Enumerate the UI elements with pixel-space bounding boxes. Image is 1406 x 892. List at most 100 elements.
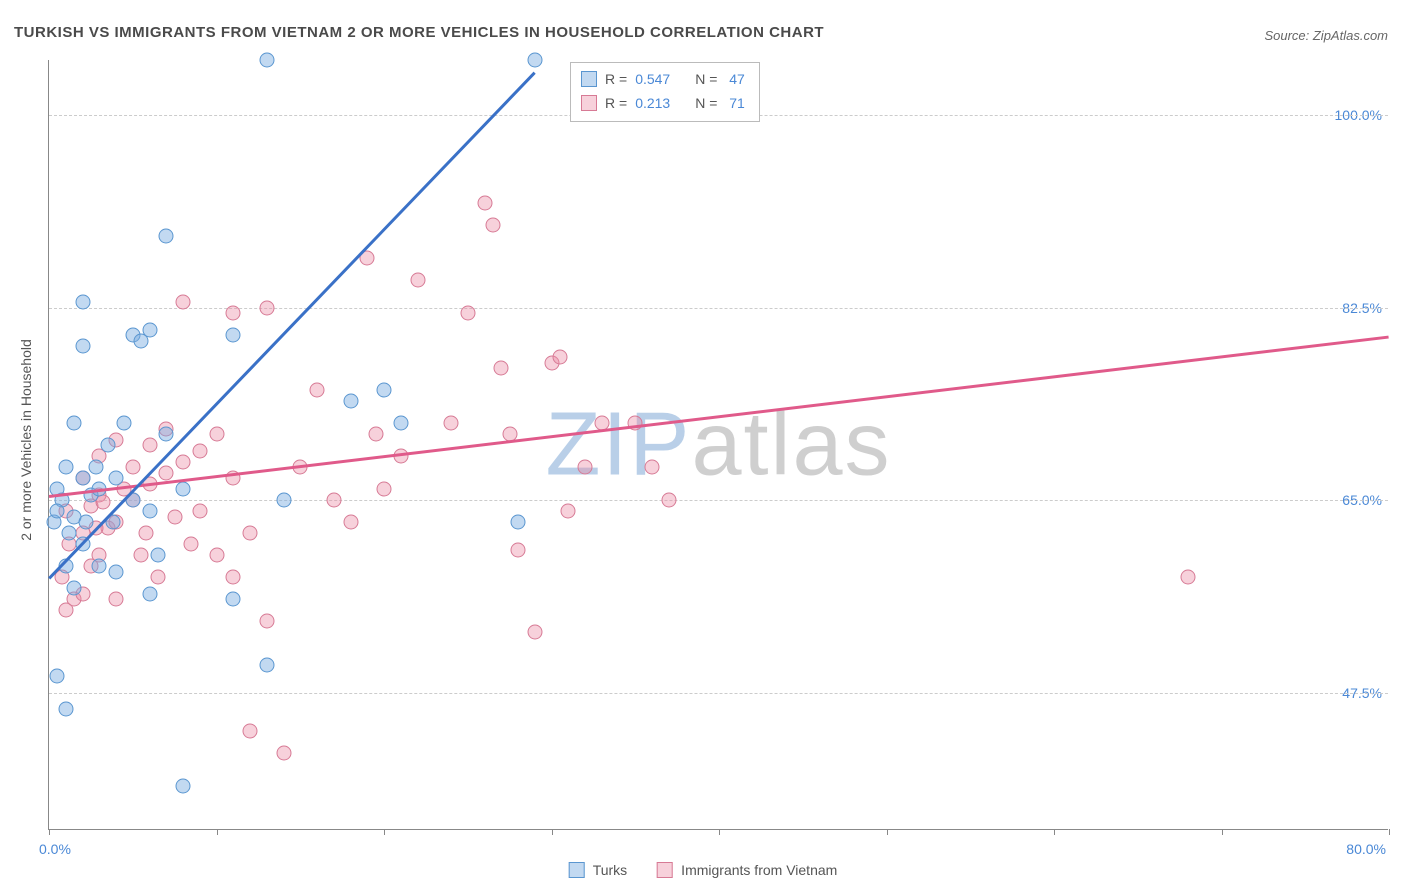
data-point: [159, 229, 174, 244]
data-point: [511, 515, 526, 530]
legend-n-value: 47: [725, 71, 744, 87]
data-point: [393, 416, 408, 431]
data-point: [661, 493, 676, 508]
data-point: [100, 438, 115, 453]
data-point: [259, 614, 274, 629]
data-point: [159, 465, 174, 480]
data-point: [226, 592, 241, 607]
data-point: [142, 504, 157, 519]
data-point: [159, 427, 174, 442]
data-point: [125, 460, 140, 475]
data-point: [377, 482, 392, 497]
data-point: [259, 300, 274, 315]
data-point: [75, 471, 90, 486]
legend-row: R =0.547N = 47: [581, 67, 745, 91]
data-point: [259, 658, 274, 673]
data-point: [578, 460, 593, 475]
data-point: [109, 592, 124, 607]
legend-r-value: 0.213: [635, 95, 687, 111]
data-point: [368, 427, 383, 442]
data-point: [226, 328, 241, 343]
data-point: [527, 625, 542, 640]
y-axis-label: 2 or more Vehicles in Household: [18, 339, 34, 541]
data-point: [150, 570, 165, 585]
legend-swatch-vietnam: [657, 862, 673, 878]
data-point: [58, 702, 73, 717]
legend-n-value: 71: [725, 95, 744, 111]
data-point: [192, 443, 207, 458]
data-point: [192, 504, 207, 519]
data-point: [226, 306, 241, 321]
x-tick-label: 80.0%: [1346, 841, 1386, 857]
legend-label-vietnam: Immigrants from Vietnam: [681, 862, 837, 878]
data-point: [645, 460, 660, 475]
data-point: [310, 383, 325, 398]
data-point: [243, 526, 258, 541]
data-point: [444, 416, 459, 431]
data-point: [50, 669, 65, 684]
legend-label-turks: Turks: [593, 862, 627, 878]
data-point: [410, 273, 425, 288]
data-point: [62, 526, 77, 541]
trend-line: [48, 71, 536, 579]
data-point: [139, 526, 154, 541]
x-tick-mark: [49, 829, 50, 835]
data-point: [460, 306, 475, 321]
legend-r-label: R =: [605, 95, 627, 111]
data-point: [511, 542, 526, 557]
trend-line: [49, 335, 1389, 497]
data-point: [209, 548, 224, 563]
plot-area: ZIPatlas 47.5%65.0%82.5%100.0%0.0%80.0%: [48, 60, 1388, 830]
x-tick-mark: [217, 829, 218, 835]
legend-item-turks: Turks: [569, 862, 627, 878]
legend-item-vietnam: Immigrants from Vietnam: [657, 862, 837, 878]
data-point: [150, 548, 165, 563]
source-attribution: Source: ZipAtlas.com: [1264, 28, 1388, 43]
data-point: [527, 53, 542, 68]
x-tick-mark: [384, 829, 385, 835]
legend-swatch-turks: [569, 862, 585, 878]
x-tick-mark: [887, 829, 888, 835]
data-point: [226, 570, 241, 585]
correlation-legend: R =0.547N = 47R =0.213N = 71: [570, 62, 760, 122]
data-point: [377, 383, 392, 398]
data-point: [78, 515, 93, 530]
data-point: [176, 454, 191, 469]
data-point: [477, 196, 492, 211]
data-point: [75, 295, 90, 310]
data-point: [561, 504, 576, 519]
legend-r-value: 0.547: [635, 71, 687, 87]
chart-container: TURKISH VS IMMIGRANTS FROM VIETNAM 2 OR …: [0, 0, 1406, 892]
data-point: [259, 53, 274, 68]
data-point: [276, 746, 291, 761]
data-point: [176, 779, 191, 794]
data-point: [58, 460, 73, 475]
data-point: [92, 559, 107, 574]
data-point: [167, 509, 182, 524]
data-point: [184, 537, 199, 552]
data-point: [176, 482, 191, 497]
data-point: [176, 295, 191, 310]
data-point: [142, 438, 157, 453]
legend-swatch: [581, 95, 597, 111]
gridline: [49, 500, 1388, 501]
data-point: [134, 548, 149, 563]
x-tick-mark: [1389, 829, 1390, 835]
x-tick-mark: [552, 829, 553, 835]
data-point: [50, 504, 65, 519]
data-point: [67, 416, 82, 431]
data-point: [1181, 570, 1196, 585]
legend-row: R =0.213N = 71: [581, 91, 745, 115]
data-point: [67, 581, 82, 596]
data-point: [209, 427, 224, 442]
watermark-zip: ZIP: [545, 394, 691, 494]
legend-r-label: R =: [605, 71, 627, 87]
data-point: [485, 218, 500, 233]
x-tick-label: 0.0%: [39, 841, 71, 857]
watermark: ZIPatlas: [545, 393, 891, 496]
data-point: [494, 361, 509, 376]
gridline: [49, 308, 1388, 309]
gridline: [49, 693, 1388, 694]
x-tick-mark: [1054, 829, 1055, 835]
data-point: [109, 564, 124, 579]
